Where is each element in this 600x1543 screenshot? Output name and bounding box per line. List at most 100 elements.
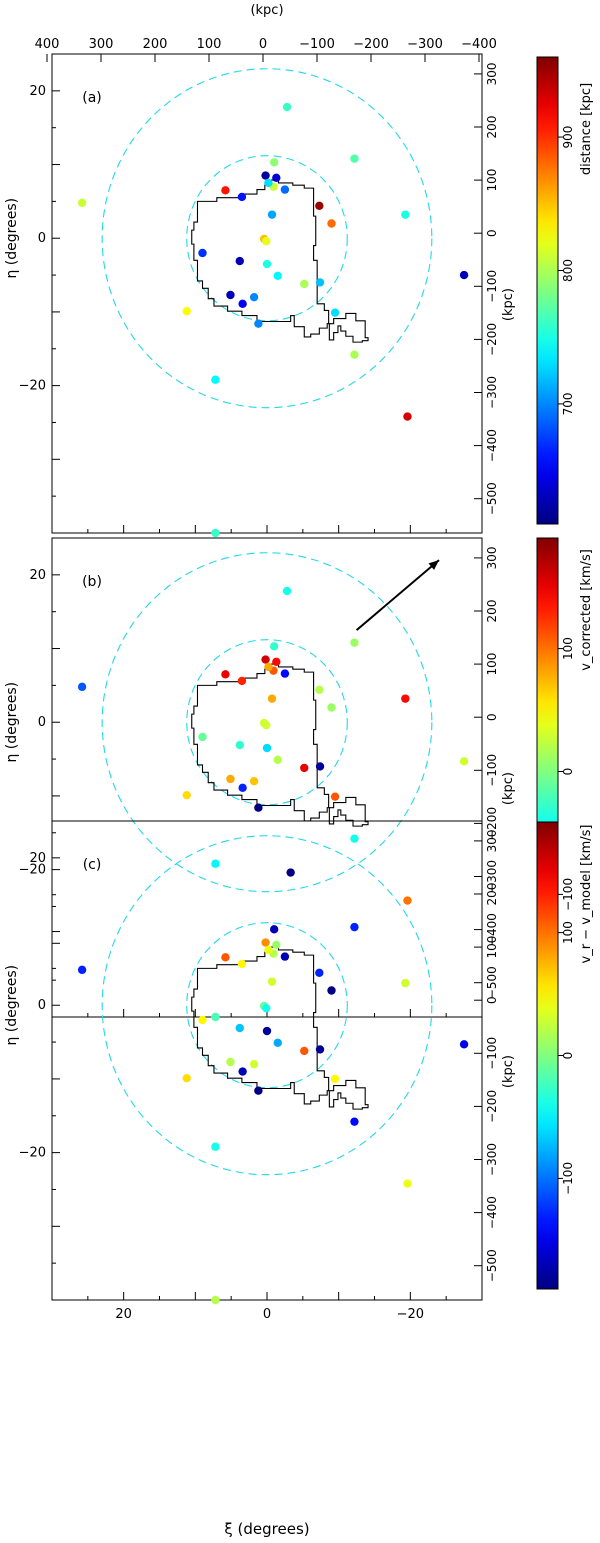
data-point xyxy=(221,186,230,195)
data-point xyxy=(221,953,230,962)
y-axis-label: η (degrees) xyxy=(4,965,20,1046)
data-point xyxy=(300,1046,309,1056)
data-point xyxy=(315,201,324,211)
x-tick-label: 0 xyxy=(263,1307,271,1322)
data-point xyxy=(350,1117,359,1126)
data-point xyxy=(211,528,220,538)
colorbar-label: v_r − v_model [km/s] xyxy=(579,825,594,964)
data-point xyxy=(261,938,270,947)
panel-frame xyxy=(51,820,483,1301)
top-kpc-tick-label: −200 xyxy=(353,37,389,52)
data-point xyxy=(262,1003,271,1013)
galaxy-outline xyxy=(191,663,369,827)
top-kpc-tick-label: 200 xyxy=(143,37,168,52)
colorbar-label: v_corrected [km/s] xyxy=(579,549,594,671)
data-point xyxy=(235,1023,244,1033)
colorbar-label: distance [kpc] xyxy=(579,83,594,175)
dashed-circle xyxy=(101,68,433,409)
data-point xyxy=(272,173,281,183)
colorbar xyxy=(536,821,559,1290)
kpc-tick-label: −500 xyxy=(485,482,499,515)
data-point xyxy=(272,940,281,950)
data-point xyxy=(350,922,359,932)
top-kpc-tick-label: −400 xyxy=(461,37,497,52)
colorbar-tick-label: −100 xyxy=(561,1162,575,1195)
data-point xyxy=(403,412,412,421)
galaxy-outline xyxy=(191,179,369,343)
kpc-tick-label: −100 xyxy=(485,270,499,303)
data-point xyxy=(350,834,359,843)
y-tick-label: −20 xyxy=(19,379,46,394)
data-point xyxy=(350,638,359,647)
data-point xyxy=(226,1057,235,1067)
data-point xyxy=(238,299,247,309)
data-point xyxy=(211,859,220,868)
data-point xyxy=(280,185,290,194)
data-point xyxy=(235,740,244,750)
colorbar xyxy=(536,56,559,525)
y-tick-label: 20 xyxy=(29,84,46,99)
data-point xyxy=(198,248,207,258)
bottom-x-axis-label: ξ (degrees) xyxy=(224,1520,309,1538)
y-tick-label: −20 xyxy=(19,863,46,878)
data-point xyxy=(77,198,87,208)
data-point xyxy=(249,776,259,786)
kpc-tick-label: 100 xyxy=(485,169,499,192)
kpc-tick-label: −300 xyxy=(485,1143,499,1176)
data-point xyxy=(315,278,325,287)
data-point xyxy=(315,762,325,771)
data-point xyxy=(459,1040,469,1049)
data-point xyxy=(182,306,191,316)
data-point xyxy=(327,703,336,712)
kpc-tick-label: 200 xyxy=(485,883,499,906)
data-point xyxy=(237,959,247,969)
colorbar-tick-label: 700 xyxy=(561,392,575,415)
data-point xyxy=(254,319,263,328)
kpc-tick-label: −400 xyxy=(485,429,499,462)
y-tick-label: −20 xyxy=(19,1146,46,1161)
y-tick-label: 0 xyxy=(38,231,46,246)
data-point xyxy=(262,1026,272,1036)
x-tick-label: 20 xyxy=(115,1307,132,1322)
top-kpc-tick-label: −100 xyxy=(299,37,335,52)
dashed-circle xyxy=(101,552,433,893)
data-point xyxy=(459,757,469,766)
panel-a: 200−20η (degrees)3002001000−100−200−300−… xyxy=(4,37,594,538)
data-point xyxy=(238,783,247,793)
data-point xyxy=(211,1142,220,1151)
data-point xyxy=(254,1086,263,1095)
colorbar-tick-label: 0 xyxy=(561,768,575,776)
data-point xyxy=(315,968,324,978)
panel-b: 200−20η (degrees)3002001000−100−200−300−… xyxy=(4,537,594,1022)
data-point xyxy=(330,792,340,801)
colorbar-tick-label: 0 xyxy=(561,1052,575,1060)
data-point xyxy=(238,1067,247,1076)
data-point xyxy=(286,868,295,877)
data-point xyxy=(300,763,309,773)
motion-arrow xyxy=(355,559,440,631)
dashed-circle xyxy=(101,835,433,1176)
data-point xyxy=(267,694,277,703)
y-axis-label: η (degrees) xyxy=(4,198,20,279)
data-point xyxy=(315,1045,325,1054)
top-axis-title: (kpc) xyxy=(250,3,283,18)
data-point xyxy=(261,655,270,664)
data-point xyxy=(459,270,469,280)
right-axis-label: (kpc) xyxy=(501,1055,516,1088)
kpc-tick-label: −100 xyxy=(485,754,499,787)
data-point xyxy=(226,774,235,784)
data-point xyxy=(262,743,272,753)
kpc-tick-label: −200 xyxy=(485,807,499,840)
data-point xyxy=(401,694,410,703)
kpc-tick-label: −200 xyxy=(485,323,499,356)
x-tick-label: −20 xyxy=(397,1307,424,1322)
data-point xyxy=(267,977,277,986)
kpc-tick-label: −300 xyxy=(485,860,499,893)
right-axis-label: (kpc) xyxy=(501,772,516,805)
data-point xyxy=(264,662,273,672)
top-kpc-tick-label: 100 xyxy=(197,37,222,52)
y-tick-label: 20 xyxy=(29,851,46,866)
panels-group: 200−20η (degrees)3002001000−100−200−300−… xyxy=(4,37,594,1322)
data-point xyxy=(182,1073,191,1083)
